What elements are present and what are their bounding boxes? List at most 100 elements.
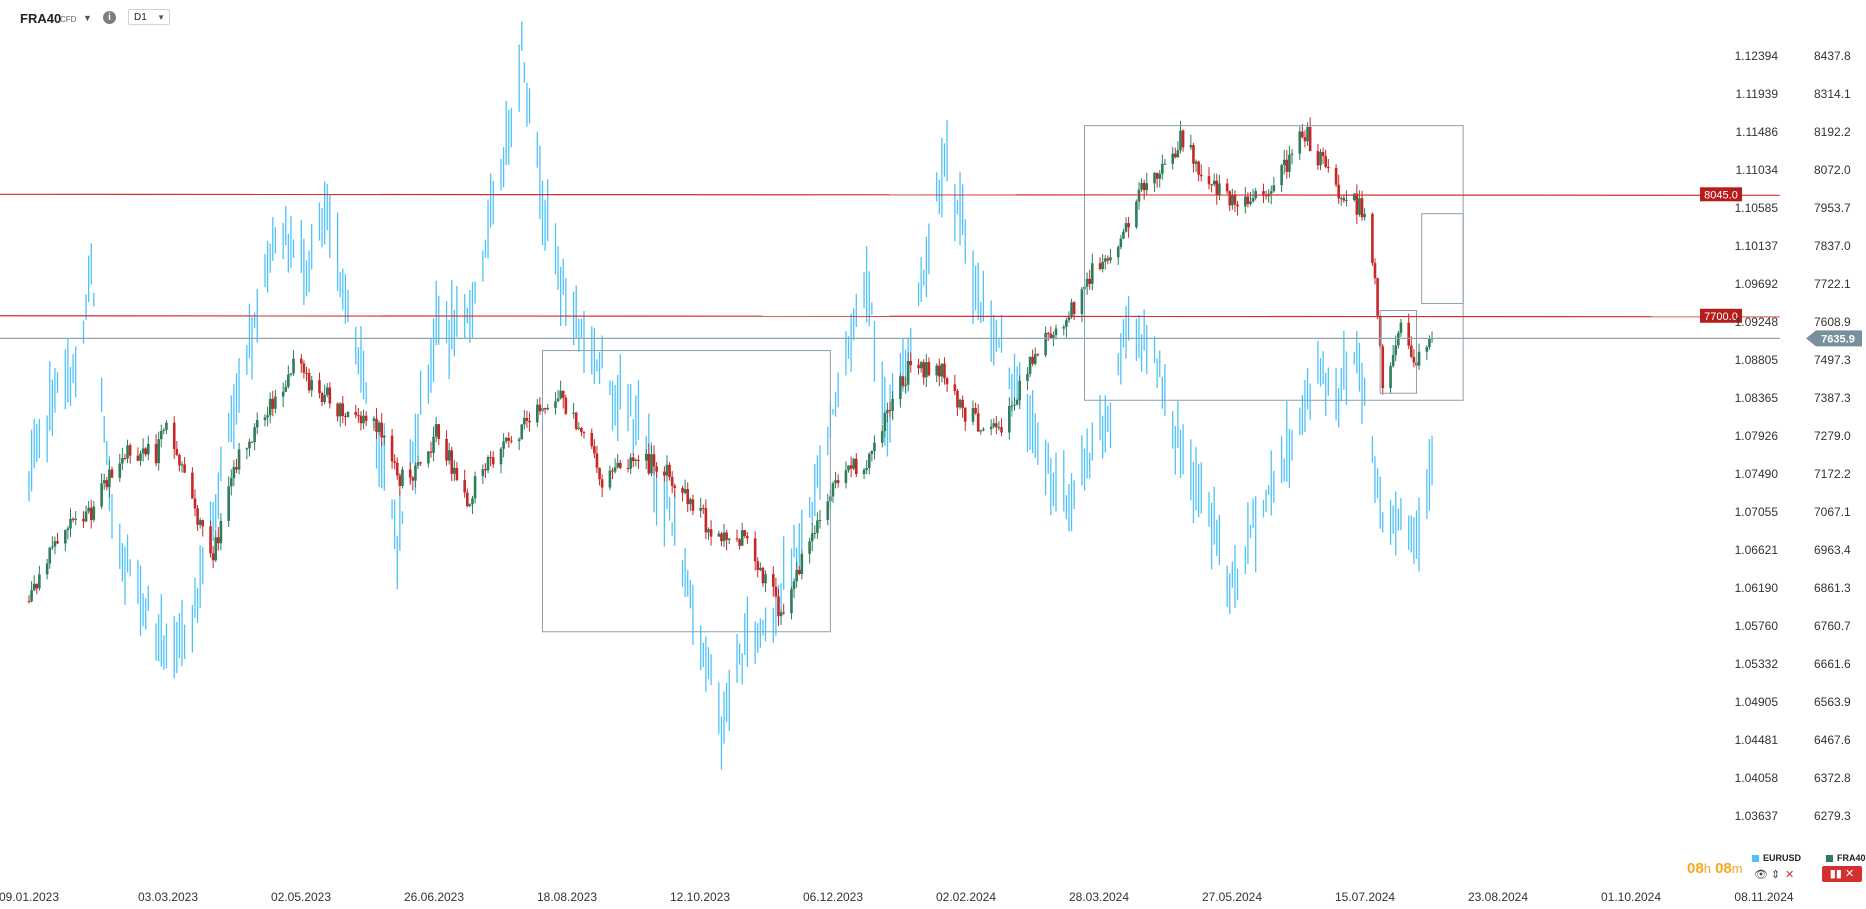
candle-body (427, 451, 430, 464)
fra40-tick-label: 7067.1 (1814, 505, 1851, 519)
timeframe-value: D1 (134, 12, 147, 23)
symbol-name[interactable]: FRA40 (20, 11, 62, 26)
symbol-dropdown-icon[interactable]: ▼ (83, 13, 92, 23)
drawing-rectangles[interactable] (541, 125, 1464, 633)
candle-body (201, 520, 205, 527)
level-label: 7700.0 (1704, 311, 1738, 323)
candle-body (1212, 180, 1216, 185)
candle-body (759, 567, 762, 570)
candle-body (901, 376, 905, 386)
level-line[interactable] (0, 193, 1781, 196)
candle-body (455, 467, 459, 480)
candle-body (191, 472, 194, 499)
candle-body (631, 457, 635, 461)
date-tick-label: 12.10.2023 (670, 890, 730, 904)
candle-body (561, 390, 565, 398)
candle-body (961, 399, 964, 408)
annotation-rect[interactable] (1379, 309, 1417, 394)
level-line[interactable] (0, 315, 1781, 318)
candle-body (971, 407, 975, 422)
candle-body (707, 529, 710, 533)
candle-body (1412, 356, 1416, 363)
info-icon[interactable]: i (103, 11, 116, 24)
candle-body (720, 533, 723, 542)
candle-body (48, 547, 52, 564)
candle-body (1106, 258, 1110, 261)
candle-body (38, 574, 41, 589)
candle-body (468, 504, 472, 507)
candle-body (84, 511, 88, 522)
candle-body (761, 567, 765, 584)
eurusd-tick-label: 1.05332 (1735, 657, 1779, 671)
candle-body (1119, 238, 1123, 248)
candle-body (1000, 427, 1003, 433)
date-tick-label: 18.08.2023 (537, 890, 597, 904)
candle-body (414, 465, 417, 481)
candle-body (865, 468, 868, 470)
fra40-tick-label: 6861.3 (1814, 581, 1851, 595)
candle-body (1207, 176, 1211, 185)
candle-body (1070, 302, 1073, 318)
candle-body (577, 427, 581, 429)
candle-body (481, 469, 485, 477)
candle-body (209, 526, 212, 554)
timeframe-select[interactable]: D1 ▼ (128, 9, 170, 25)
horizontal-levels[interactable]: 8045.0 7700.0 (0, 187, 1781, 339)
candle-body (66, 528, 70, 531)
candle-body (507, 437, 511, 441)
annotation-rect[interactable] (541, 350, 831, 633)
fra40-tick-label: 7387.3 (1814, 391, 1851, 405)
candle-body (1376, 278, 1379, 316)
candle-body (1103, 258, 1107, 262)
fra40-tick-label: 7608.9 (1814, 315, 1851, 329)
candle-body (395, 462, 399, 476)
fra40-tick-label: 7172.2 (1814, 467, 1851, 481)
eurusd-tick-label: 1.09248 (1735, 315, 1779, 329)
eurusd-swatch (1752, 855, 1759, 862)
candle-body (1080, 289, 1084, 314)
candle-body (629, 457, 632, 469)
candle-body (792, 581, 796, 590)
candle-body (289, 373, 293, 375)
move-arrows-icon[interactable]: ⇕ (1771, 869, 1781, 881)
candle-body (1285, 159, 1289, 172)
candle-body (665, 464, 669, 476)
candle-body (582, 432, 586, 434)
candle-body (746, 536, 749, 539)
candle-body (471, 498, 474, 505)
candle-body (193, 498, 197, 509)
eye-icon[interactable]: 👁 (1754, 869, 1768, 881)
candle-body (1218, 183, 1221, 196)
date-tick-label: 08.11.2024 (1734, 890, 1793, 904)
candle-body (1244, 196, 1247, 207)
candle-body (281, 391, 285, 397)
timer-h: h (1703, 861, 1711, 876)
close-icon[interactable]: ✕ (1785, 869, 1795, 881)
candle-body (953, 384, 957, 391)
candle-body (354, 411, 358, 416)
series-remove-button[interactable]: ▮▮ ✕ (1822, 866, 1862, 882)
fra40-tick-label: 6963.4 (1814, 543, 1851, 557)
candle-body (1327, 166, 1330, 169)
legend-fra40-label: FRA40 (1837, 853, 1866, 863)
candle-body (250, 441, 254, 443)
candle-body (1155, 172, 1159, 179)
candle-body (525, 417, 529, 421)
candle-body (574, 412, 578, 429)
annotation-rect[interactable] (1421, 213, 1464, 304)
candle-body (756, 561, 760, 570)
candle-body (159, 431, 163, 440)
candle-body (1033, 354, 1037, 364)
fra40-tick-label: 6563.9 (1814, 695, 1851, 709)
candle-body (722, 532, 726, 542)
level-label-box (1700, 308, 1742, 323)
eurusd-tick-label: 1.03637 (1735, 809, 1779, 823)
candle-body (157, 439, 160, 464)
candle-body (1127, 223, 1130, 228)
symbol-type: CFD (60, 15, 77, 24)
candle-body (198, 520, 202, 525)
candle-body (849, 465, 853, 469)
candle-body (499, 448, 503, 465)
candle-body (27, 600, 31, 602)
